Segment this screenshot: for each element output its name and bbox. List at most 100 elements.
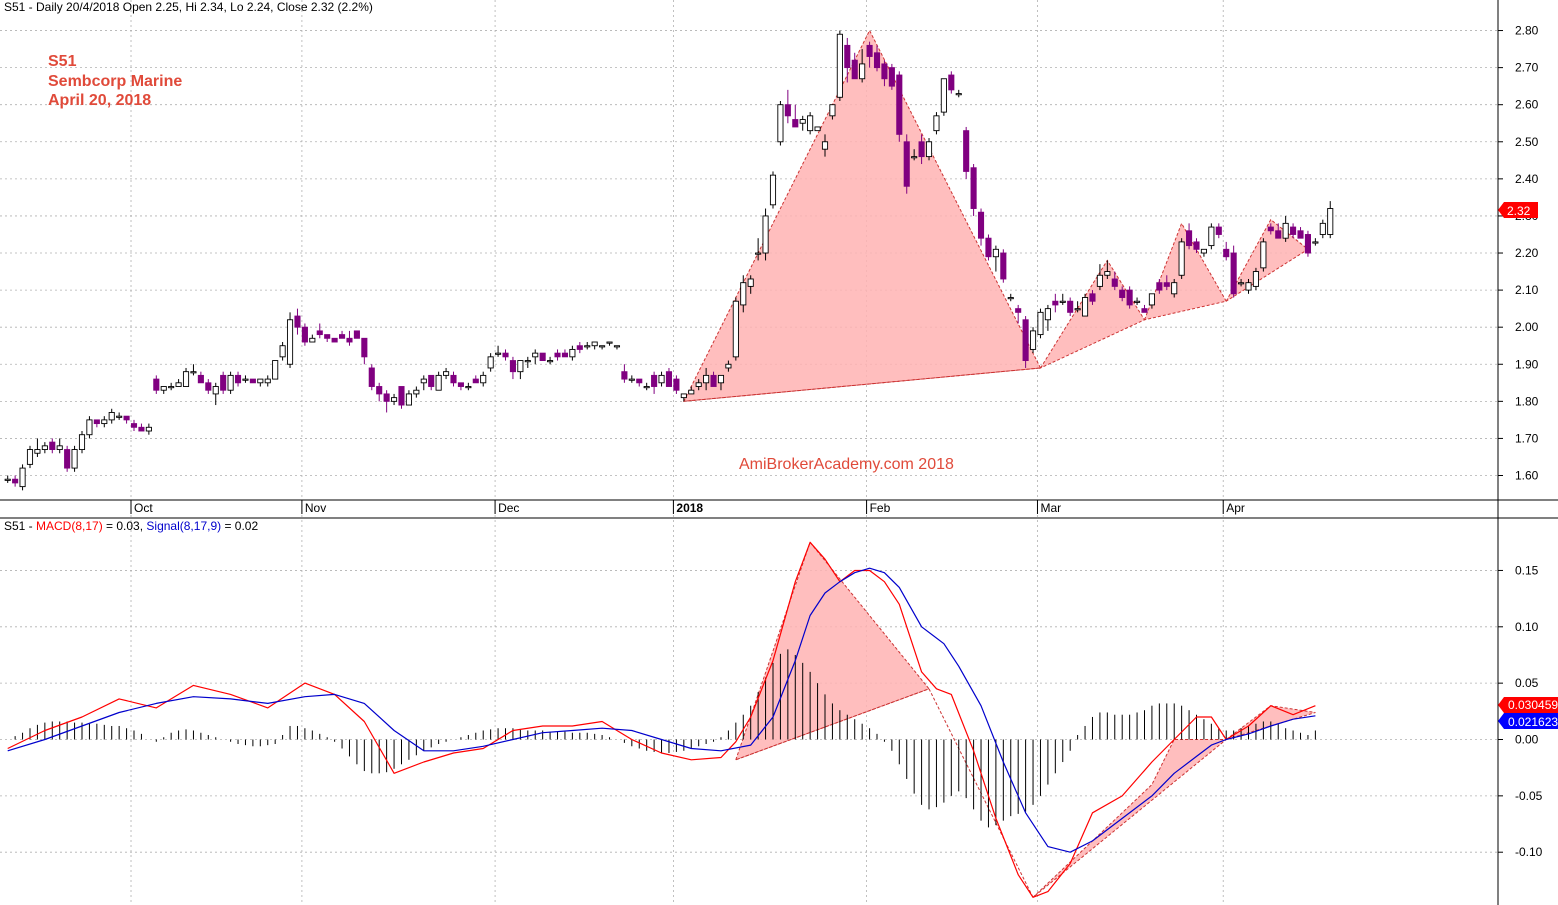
candle-body [1119, 289, 1126, 298]
candle-body [1215, 226, 1222, 235]
candle-body [1015, 308, 1022, 313]
macd-header-prefix: S51 - [4, 519, 36, 533]
candle-body [673, 378, 680, 391]
x-tick-label: Feb [870, 501, 891, 515]
price-tick-label: 2.50 [1515, 135, 1539, 149]
last-price-tag-bg [1498, 202, 1538, 218]
candle-body [346, 337, 353, 343]
candle-body [1319, 222, 1326, 235]
macd-value-tag: 0.030459 [1498, 697, 1558, 713]
candle-body [26, 449, 34, 465]
x-tick-label: Mar [1040, 501, 1061, 515]
macd-value-tag-bg [1498, 697, 1558, 713]
candle-body [294, 315, 301, 328]
candle-body [41, 445, 48, 450]
x-tick-label: Dec [498, 501, 519, 515]
candle-body [1074, 308, 1081, 311]
candle-body [368, 367, 375, 387]
candle-body [1059, 300, 1066, 303]
candle-body [844, 44, 851, 69]
candle-body [799, 119, 806, 124]
candle-body [970, 167, 977, 209]
candle-body [881, 63, 888, 80]
signal-value-tag: 0.021623 [1498, 713, 1558, 729]
candle-body [428, 374, 435, 387]
candle-body [918, 141, 925, 158]
signal-header-label: Signal(8,17,9) [146, 519, 221, 533]
candle-body [495, 352, 502, 355]
candle-body [71, 449, 78, 469]
signal-line [7, 567, 1316, 853]
macd-y-ticks: -0.10 -0.05 0.00 0.05 0.10 0.15 [1498, 563, 1543, 859]
price-tick-label: 1.70 [1515, 431, 1539, 445]
candle-body [740, 282, 747, 306]
signal-header-value: = 0.02 [221, 519, 258, 533]
candle-body [762, 215, 769, 254]
candle-body [49, 441, 56, 450]
candle-body [138, 426, 145, 432]
price-tick-label: 2.80 [1515, 24, 1539, 38]
candle-body [829, 104, 836, 117]
candle-body [903, 141, 910, 187]
candle-body [56, 445, 63, 450]
price-tick-label: 1.90 [1515, 357, 1539, 371]
candle-body [940, 78, 947, 113]
candle-body [755, 252, 762, 255]
candle-body [1022, 319, 1029, 362]
candle-body [286, 319, 294, 365]
candle-body [309, 337, 316, 343]
candle-body [710, 374, 717, 387]
candle-body [316, 330, 323, 336]
candle-body [443, 371, 450, 376]
candle-body [1290, 226, 1297, 235]
macd-histogram [14, 649, 1316, 828]
candle-body [4, 478, 11, 481]
macd-header-value: = 0.03, [103, 519, 147, 533]
candle-body [19, 467, 26, 488]
candle-body [1096, 274, 1103, 287]
candle-body [212, 386, 219, 395]
macd-lines [7, 541, 1316, 898]
macd-header-label: MACD(8,17) [36, 519, 103, 533]
candle-body [405, 393, 412, 406]
candle-body [784, 104, 791, 117]
candle-body [688, 389, 695, 395]
price-pattern [1039, 259, 1146, 370]
candle-body [636, 378, 643, 384]
candle-body [777, 104, 784, 143]
candle-body [413, 389, 420, 395]
candle-body [34, 449, 41, 454]
candle-body [821, 141, 829, 150]
candle-body [272, 360, 279, 380]
signal-value-tag-bg [1498, 713, 1558, 729]
candle-body [227, 374, 234, 391]
candle-body [257, 378, 264, 384]
candle-body [703, 374, 710, 384]
x-tick-label: Nov [305, 501, 326, 515]
candle-body [1327, 208, 1334, 235]
candle-body [851, 59, 858, 80]
candle-body [680, 393, 687, 399]
candle-body [234, 374, 242, 384]
candle-body [606, 341, 613, 344]
candle-body [621, 371, 628, 380]
candle-body [465, 386, 472, 389]
candle-body [1252, 271, 1259, 287]
candle-body [123, 415, 130, 421]
candle-body [977, 211, 985, 239]
candle-body [205, 382, 212, 391]
candle-body [339, 334, 346, 339]
candle-body [591, 341, 598, 347]
candle-body [1044, 308, 1051, 321]
price-tick-label: 2.60 [1515, 98, 1539, 112]
candle-body [78, 434, 86, 450]
candle-body [182, 371, 190, 387]
candle-body [175, 382, 182, 387]
price-tick-label: 1.60 [1515, 469, 1539, 483]
candle-body [547, 360, 554, 363]
candle-body [242, 378, 249, 381]
candle-body [584, 345, 591, 348]
candle-body [1267, 226, 1274, 232]
